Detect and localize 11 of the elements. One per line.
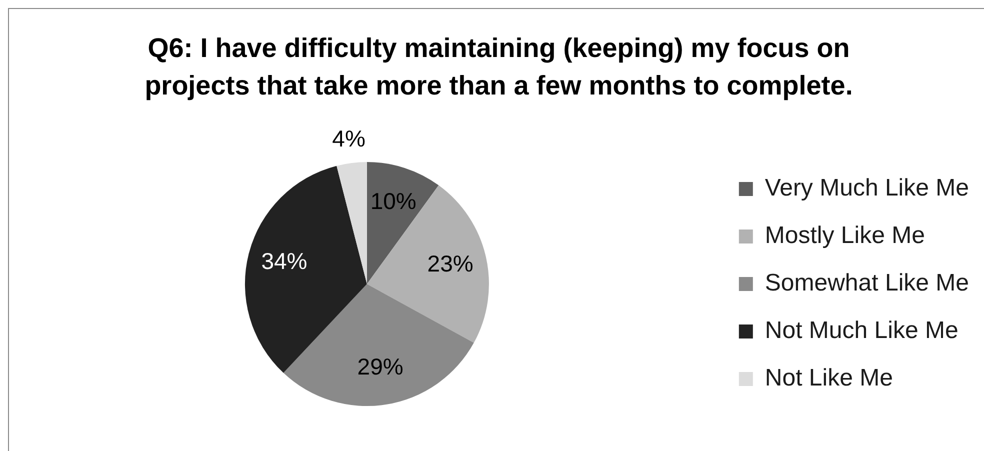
data-label: 23%: [427, 250, 474, 277]
legend-label: Somewhat Like Me: [764, 270, 969, 297]
legend-label: Not Much Like Me: [764, 317, 958, 344]
data-label: 29%: [357, 354, 404, 380]
legend-label: Mostly Like Me: [764, 222, 925, 250]
data-label: 4%: [332, 125, 366, 152]
legend-label: Very Much Like Me: [764, 174, 969, 202]
data-label: 34%: [261, 248, 308, 274]
legend-label: Not Like Me: [764, 364, 893, 392]
data-label: 10%: [370, 188, 416, 214]
chart-title: Q6: I have difficulty maintaining (keeping) my focus on projects that take more than a few months to complete.: [144, 33, 853, 101]
